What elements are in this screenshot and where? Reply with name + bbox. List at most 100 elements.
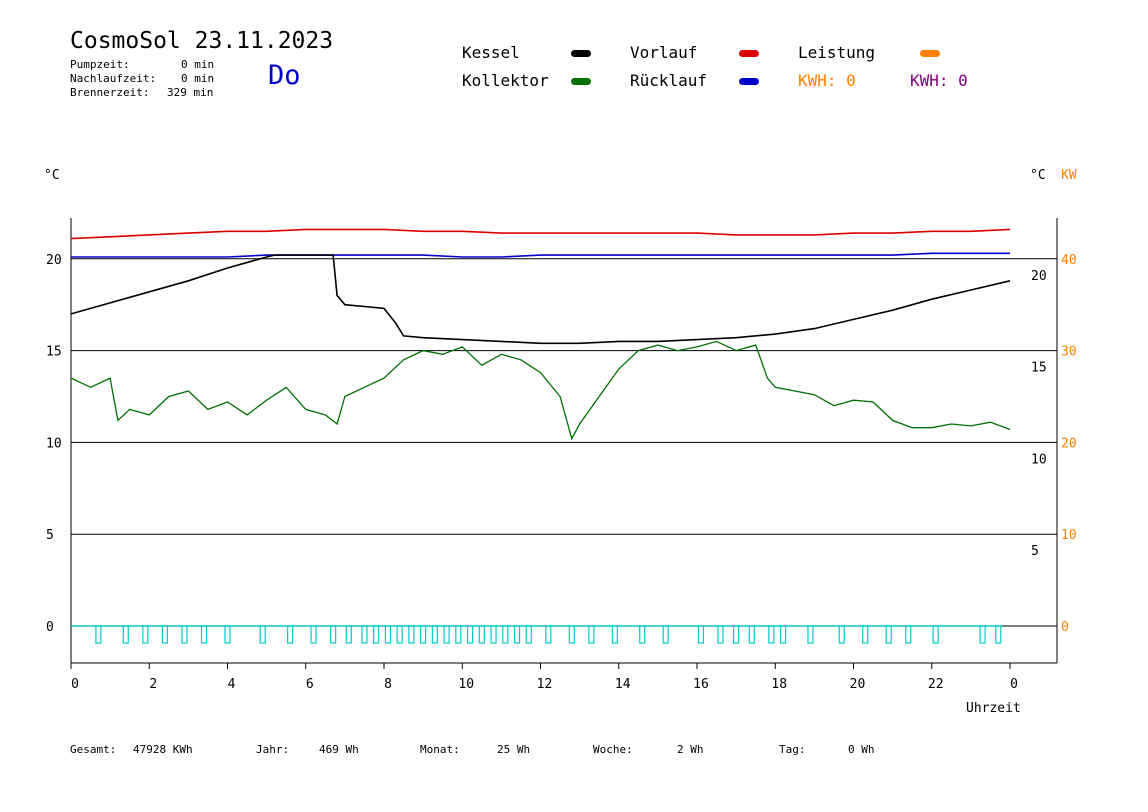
series-kollektor <box>70 340 1011 441</box>
pump-pulse <box>373 625 380 644</box>
pump-pulse <box>181 625 188 644</box>
pump-pulse <box>717 625 724 644</box>
pump-pulse <box>122 625 129 644</box>
legend-vorlauf-label: Vorlauf <box>630 43 698 62</box>
kwh-purple-value: KWH: 0 <box>910 71 968 90</box>
inner-tick-label: 10 <box>1031 452 1047 467</box>
jahr-value: 469 Wh <box>319 743 359 756</box>
nachlaufzeit-value: 0 min <box>181 72 215 85</box>
pump-pulse <box>224 625 231 644</box>
jahr-label: Jahr: <box>256 743 290 756</box>
pump-pulse <box>200 625 208 644</box>
pump-pulse <box>513 625 521 644</box>
x-tick-label: 4 <box>228 677 236 692</box>
pump-pulse <box>396 625 403 644</box>
kw-tick-label: 0 <box>1061 620 1069 635</box>
x-tick-label: 0 <box>71 677 79 692</box>
kwh-orange-value: KWH: 0 <box>798 71 856 90</box>
legend-kessel-swatch <box>571 50 591 57</box>
pump-pulse <box>420 625 427 644</box>
day-of-week: Do <box>268 60 301 91</box>
pump-pulse <box>748 625 755 644</box>
right-unit-label: °C <box>1030 168 1046 183</box>
pump-pulse <box>502 625 509 644</box>
x-tick-label: 22 <box>928 677 944 692</box>
chart-grid <box>70 218 1058 669</box>
pump-pulse <box>443 625 450 644</box>
kw-tick-label: 20 <box>1061 436 1077 451</box>
left-tick-label: 5 <box>46 528 54 543</box>
monat-label: Monat: <box>420 743 460 756</box>
kw-tick-label: 30 <box>1061 345 1077 360</box>
pump-pulse <box>431 625 438 644</box>
pumpzeit-label: Pumpzeit: <box>70 58 130 71</box>
legend-kollektor-label: Kollektor <box>462 71 549 90</box>
pump-pulse <box>862 625 869 644</box>
x-tick-label: 6 <box>306 677 314 692</box>
pump-pulse <box>455 625 462 644</box>
pump-pulse <box>611 625 618 644</box>
x-axis-label: Uhrzeit <box>966 701 1021 716</box>
pumpzeit-value: 0 min <box>181 58 215 71</box>
pump-pulse <box>733 625 740 644</box>
kw-tick-label: 40 <box>1061 253 1077 268</box>
x-tick-label: 14 <box>615 677 631 692</box>
nachlaufzeit-label: Nachlaufzeit: <box>70 72 157 85</box>
x-tick-label: 18 <box>771 677 787 692</box>
legend-kessel-label: Kessel <box>462 43 520 62</box>
left-tick-label: 15 <box>46 345 62 360</box>
tag-label: Tag: <box>779 743 806 756</box>
x-tick-label: 8 <box>384 677 392 692</box>
pump-pulse <box>838 625 845 644</box>
pump-pulse <box>662 625 669 644</box>
chart-series <box>70 228 1011 644</box>
woche-label: Woche: <box>593 743 633 756</box>
legend-ruecklauf-swatch <box>739 78 759 85</box>
pump-pulse <box>408 625 415 644</box>
pump-pulse <box>545 625 552 644</box>
pump-pulse <box>361 625 368 644</box>
pump-pulse <box>345 625 352 644</box>
x-tick-label: 12 <box>537 677 553 692</box>
legend-leistung-label: Leistung <box>798 43 876 62</box>
pump-pulse <box>490 625 497 644</box>
x-tick-label: 16 <box>693 677 709 692</box>
gesamt-label: Gesamt: <box>70 743 117 756</box>
kw-unit-label: KW <box>1061 168 1077 183</box>
chart-title: CosmoSol 23.11.2023 <box>70 28 334 54</box>
legend-ruecklauf-label: Rücklauf <box>630 71 708 90</box>
pump-pulse <box>161 625 168 644</box>
left-unit-label: °C <box>44 168 60 183</box>
left-tick-label: 20 <box>46 253 62 268</box>
pump-pulse <box>639 625 646 644</box>
brennerzeit-label: Brennerzeit: <box>70 86 150 99</box>
pump-pulse <box>466 625 474 644</box>
pump-pulse <box>588 625 595 644</box>
pump-pulse <box>384 625 392 644</box>
monat-value: 25 Wh <box>497 743 531 756</box>
pump-pulse <box>525 625 532 644</box>
x-tick-label: 20 <box>850 677 866 692</box>
inner-tick-label: 5 <box>1031 544 1039 559</box>
pump-pulse <box>779 625 787 644</box>
series-ruecklauf <box>71 252 1010 258</box>
x-tick-label: 10 <box>458 677 474 692</box>
pump-pulse <box>259 625 266 644</box>
pump-pulse <box>905 625 912 644</box>
pump-pulse <box>995 625 1002 644</box>
inner-tick-label: 20 <box>1031 269 1047 284</box>
pump-pulse <box>697 625 705 644</box>
inner-tick-label: 15 <box>1031 361 1047 376</box>
chart-ticks: 20 15 10 5 0 20 15 10 5 40 30 20 10 0 0 2 4 6 8 10 12 14 16 18 2… <box>46 253 1077 692</box>
legend-kollektor-swatch <box>571 78 591 85</box>
gesamt-value: 47928 KWh <box>133 743 193 756</box>
series-vorlauf <box>70 228 1011 240</box>
pump-pulse <box>310 625 317 644</box>
woche-value: 2 Wh <box>677 743 704 756</box>
brennerzeit-value: 329 min <box>167 86 214 99</box>
pump-pulse <box>330 625 337 644</box>
pump-pulse <box>885 625 892 644</box>
pump-pulse <box>287 625 294 644</box>
x-tick-label: 2 <box>149 677 157 692</box>
